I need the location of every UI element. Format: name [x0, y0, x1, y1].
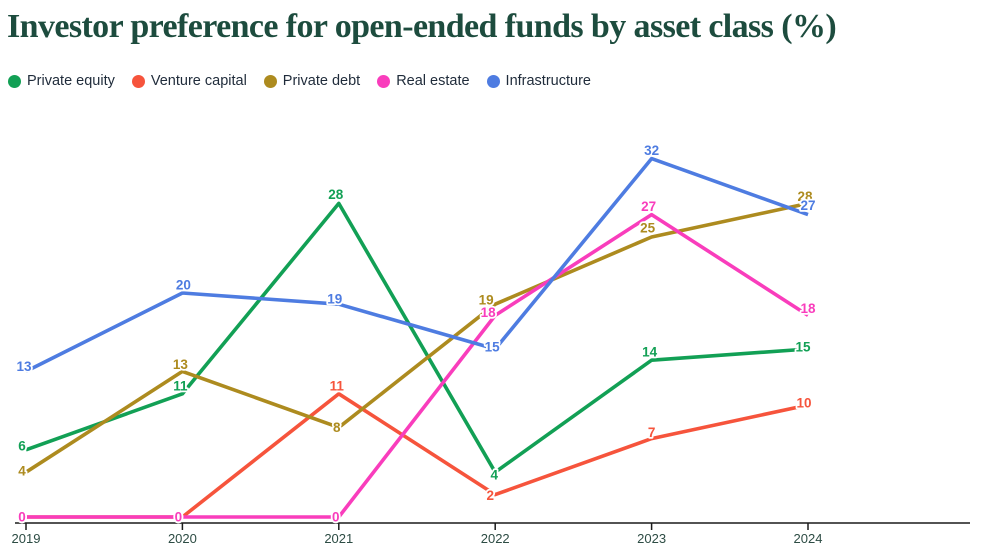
- legend-item-venture-capital: Venture capital: [131, 73, 247, 89]
- value-label-real-estate-2021: 0: [332, 510, 340, 525]
- series-line-real-estate: [26, 212, 809, 519]
- value-label-infrastructure-2024: 27: [800, 198, 815, 213]
- value-label-venture-capital-2022: 2: [486, 488, 494, 503]
- legend-item-private-equity: Private equity: [8, 73, 115, 89]
- series-line-venture-capital: [26, 391, 809, 519]
- value-label-private-equity-2021: 28: [328, 187, 344, 202]
- series-line-private-equity: [25, 201, 809, 475]
- x-axis-label: 2020: [168, 531, 197, 546]
- value-label-infrastructure-2019: 13: [16, 359, 32, 374]
- value-label-venture-capital-2020: 0: [175, 510, 183, 525]
- value-label-venture-capital-2021: 11: [330, 378, 345, 393]
- legend-item-private-debt: Private debt: [263, 73, 361, 89]
- value-label-infrastructure-2020: 20: [176, 278, 191, 293]
- value-label-private-debt-2022: 19: [479, 293, 494, 308]
- legend-label: Real estate: [396, 73, 470, 89]
- value-label-infrastructure-2023: 32: [644, 143, 659, 158]
- value-label-private-equity-2023: 14: [642, 345, 658, 360]
- legend-label: Venture capital: [150, 73, 247, 89]
- value-label-private-debt-2021: 8: [333, 420, 341, 435]
- x-axis-label: 2023: [637, 531, 666, 546]
- chart-title: Investor preference for open-ended funds…: [7, 8, 837, 45]
- legend-dot-private-debt: [263, 74, 277, 88]
- legend-dot-venture-capital: [131, 74, 145, 88]
- value-label-private-equity-2024: 15: [795, 340, 811, 355]
- value-label-real-estate-2020: 0: [175, 510, 183, 525]
- x-axis-label: 2019: [12, 531, 41, 546]
- value-label-real-estate-2023: 27: [641, 199, 656, 214]
- value-label-venture-capital-2023: 7: [648, 425, 656, 440]
- legend-item-real-estate: Real estate: [377, 73, 470, 89]
- value-label-venture-capital-2024: 10: [796, 396, 811, 411]
- series-line-infrastructure: [25, 156, 809, 374]
- value-label-private-equity-2022: 4: [490, 468, 498, 483]
- value-label-private-debt-2019: 4: [18, 464, 26, 479]
- value-label-private-debt-2020: 13: [173, 357, 189, 372]
- value-label-venture-capital-2019: 0: [18, 510, 26, 525]
- value-label-private-equity-2020: 11: [173, 378, 188, 393]
- x-axis-label: 2022: [481, 531, 510, 546]
- value-label-infrastructure-2021: 19: [327, 292, 342, 307]
- value-label-real-estate-2019: 0: [18, 510, 26, 525]
- legend-label: Infrastructure: [505, 73, 591, 89]
- x-axis-label: 2021: [324, 531, 353, 546]
- value-label-real-estate-2022: 18: [481, 305, 497, 320]
- value-label-private-debt-2023: 25: [640, 221, 656, 236]
- legend-dot-real-estate: [377, 74, 391, 88]
- value-label-private-debt-2024: 28: [797, 189, 813, 204]
- x-axis-label: 2024: [794, 531, 823, 546]
- legend-item-infrastructure: Infrastructure: [486, 73, 591, 89]
- legend-label: Private debt: [282, 73, 361, 89]
- legend-dot-private-equity: [8, 74, 21, 88]
- legend: Private equity Venture capital Private deb…: [8, 73, 591, 89]
- value-label-private-equity-2019: 6: [18, 438, 26, 453]
- legend-label: Private equity: [27, 73, 115, 89]
- value-label-real-estate-2024: 18: [800, 301, 816, 316]
- legend-dot-infrastructure: [486, 74, 500, 88]
- value-label-infrastructure-2022: 15: [485, 340, 501, 355]
